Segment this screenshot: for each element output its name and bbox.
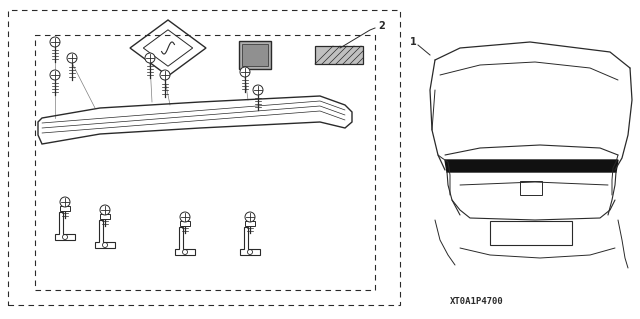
Circle shape [240,67,250,77]
Bar [239,41,271,69]
Bar [35,35,375,290]
Circle shape [100,205,110,215]
Bar [245,221,255,226]
Circle shape [160,70,170,80]
Circle shape [50,37,60,47]
Circle shape [180,212,190,222]
Circle shape [60,197,70,207]
Bar [490,221,572,245]
Polygon shape [445,160,618,172]
Circle shape [145,53,155,63]
Bar [315,46,363,64]
Text: 1: 1 [410,37,417,47]
Text: 2: 2 [378,21,385,31]
Bar [520,181,542,195]
Circle shape [253,85,263,95]
Circle shape [50,70,60,80]
Bar [100,214,110,219]
Bar [60,206,70,211]
Bar [242,44,268,66]
Bar [8,10,400,305]
Circle shape [245,212,255,222]
Bar [180,221,190,226]
Circle shape [67,53,77,63]
Text: XT0A1P4700: XT0A1P4700 [450,298,504,307]
